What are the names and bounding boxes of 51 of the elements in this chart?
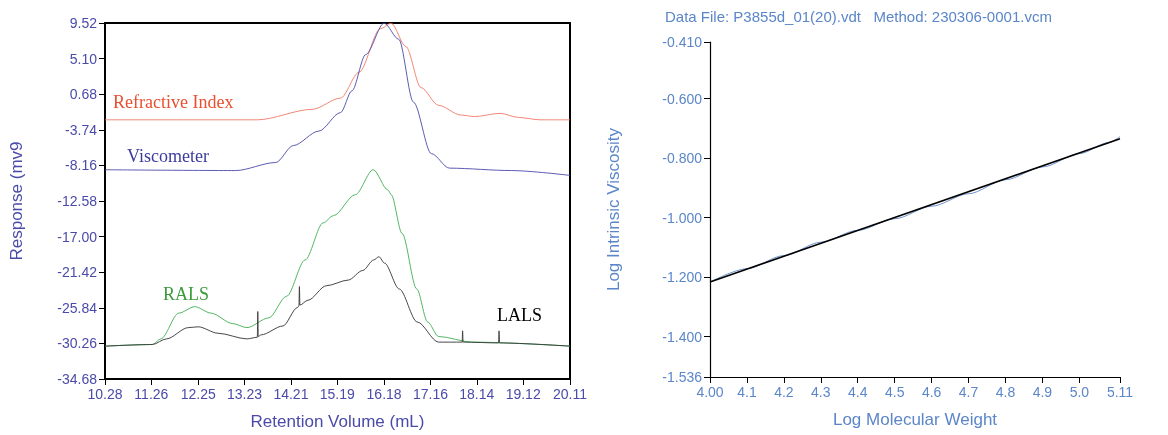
x-tick-label: 4.4	[848, 384, 868, 400]
x-tick-label: 4.8	[995, 384, 1016, 400]
x-tick-label: 10.28	[87, 386, 123, 402]
x-tick-label: 4.5	[884, 384, 905, 400]
x-tick-label: 18.14	[459, 386, 495, 402]
y-tick-label: -21.42	[57, 264, 98, 281]
x-tick-label: 4.7	[958, 384, 979, 400]
x-tick-label: 4.3	[811, 384, 831, 400]
x-tick-label: 16.18	[366, 386, 402, 402]
x-tick-label: 12.25	[180, 386, 216, 402]
y-tick-label: -3.74	[65, 121, 98, 138]
y-axis-title: Log Intrinsic Viscosity	[604, 127, 623, 292]
x-tick-label: 15.19	[319, 386, 355, 402]
y-tick-label: -1.536	[662, 369, 703, 385]
x-tick-label: 4.2	[774, 384, 794, 400]
x-tick-label: 5.11	[1106, 384, 1134, 400]
x-tick-label: 4.6	[921, 384, 942, 400]
y-tick-label: 5.10	[69, 50, 98, 67]
y-tick-label: -0.600	[662, 90, 703, 107]
y-tick-label: -12.58	[57, 193, 98, 209]
y-tick-label: -1.000	[662, 209, 703, 226]
x-axis-title: Log Molecular Weight	[832, 410, 998, 429]
series-label: Refractive Index	[113, 91, 234, 112]
y-tick-label: 9.52	[69, 15, 98, 31]
y-tick-label: -30.26	[57, 335, 98, 352]
x-tick-label: 11.26	[134, 386, 169, 402]
y-tick-label: -17.00	[57, 228, 98, 245]
series-label: Viscometer	[127, 145, 209, 166]
x-tick-label: 4.1	[737, 384, 757, 400]
y-tick-label: 0.68	[69, 86, 98, 103]
y-axis-title: Response (mv9	[7, 141, 26, 261]
x-tick-label: 13.23	[227, 386, 263, 402]
x-axis-title: Retention Volume (mL)	[250, 412, 425, 431]
chart-title: Data File: P3855d_01(20).vdt Method: 230306-0001.vcm	[665, 8, 1052, 25]
x-tick-label: 4.9	[1032, 384, 1053, 400]
y-tick-label: -34.68	[57, 371, 98, 387]
x-tick-label: 17.16	[412, 386, 449, 402]
y-tick-label: -0.410	[662, 34, 703, 50]
line-series	[104, 256, 571, 347]
x-tick-label: 14.21	[273, 386, 309, 402]
y-tick-label: -1.400	[662, 328, 703, 345]
y-tick-label: -8.16	[65, 157, 98, 174]
y-tick-label: -0.800	[662, 150, 703, 167]
series-label: LALS	[497, 305, 542, 326]
y-tick-label: -25.84	[57, 299, 98, 316]
x-tick-label: 4.00	[696, 384, 724, 400]
y-tick-label: -1.200	[662, 269, 703, 286]
x-tick-label: 20.11	[553, 386, 588, 402]
x-tick-label: 19.12	[505, 386, 541, 402]
series-label: RALS	[163, 284, 210, 305]
x-tick-label: 5.0	[1069, 384, 1090, 400]
